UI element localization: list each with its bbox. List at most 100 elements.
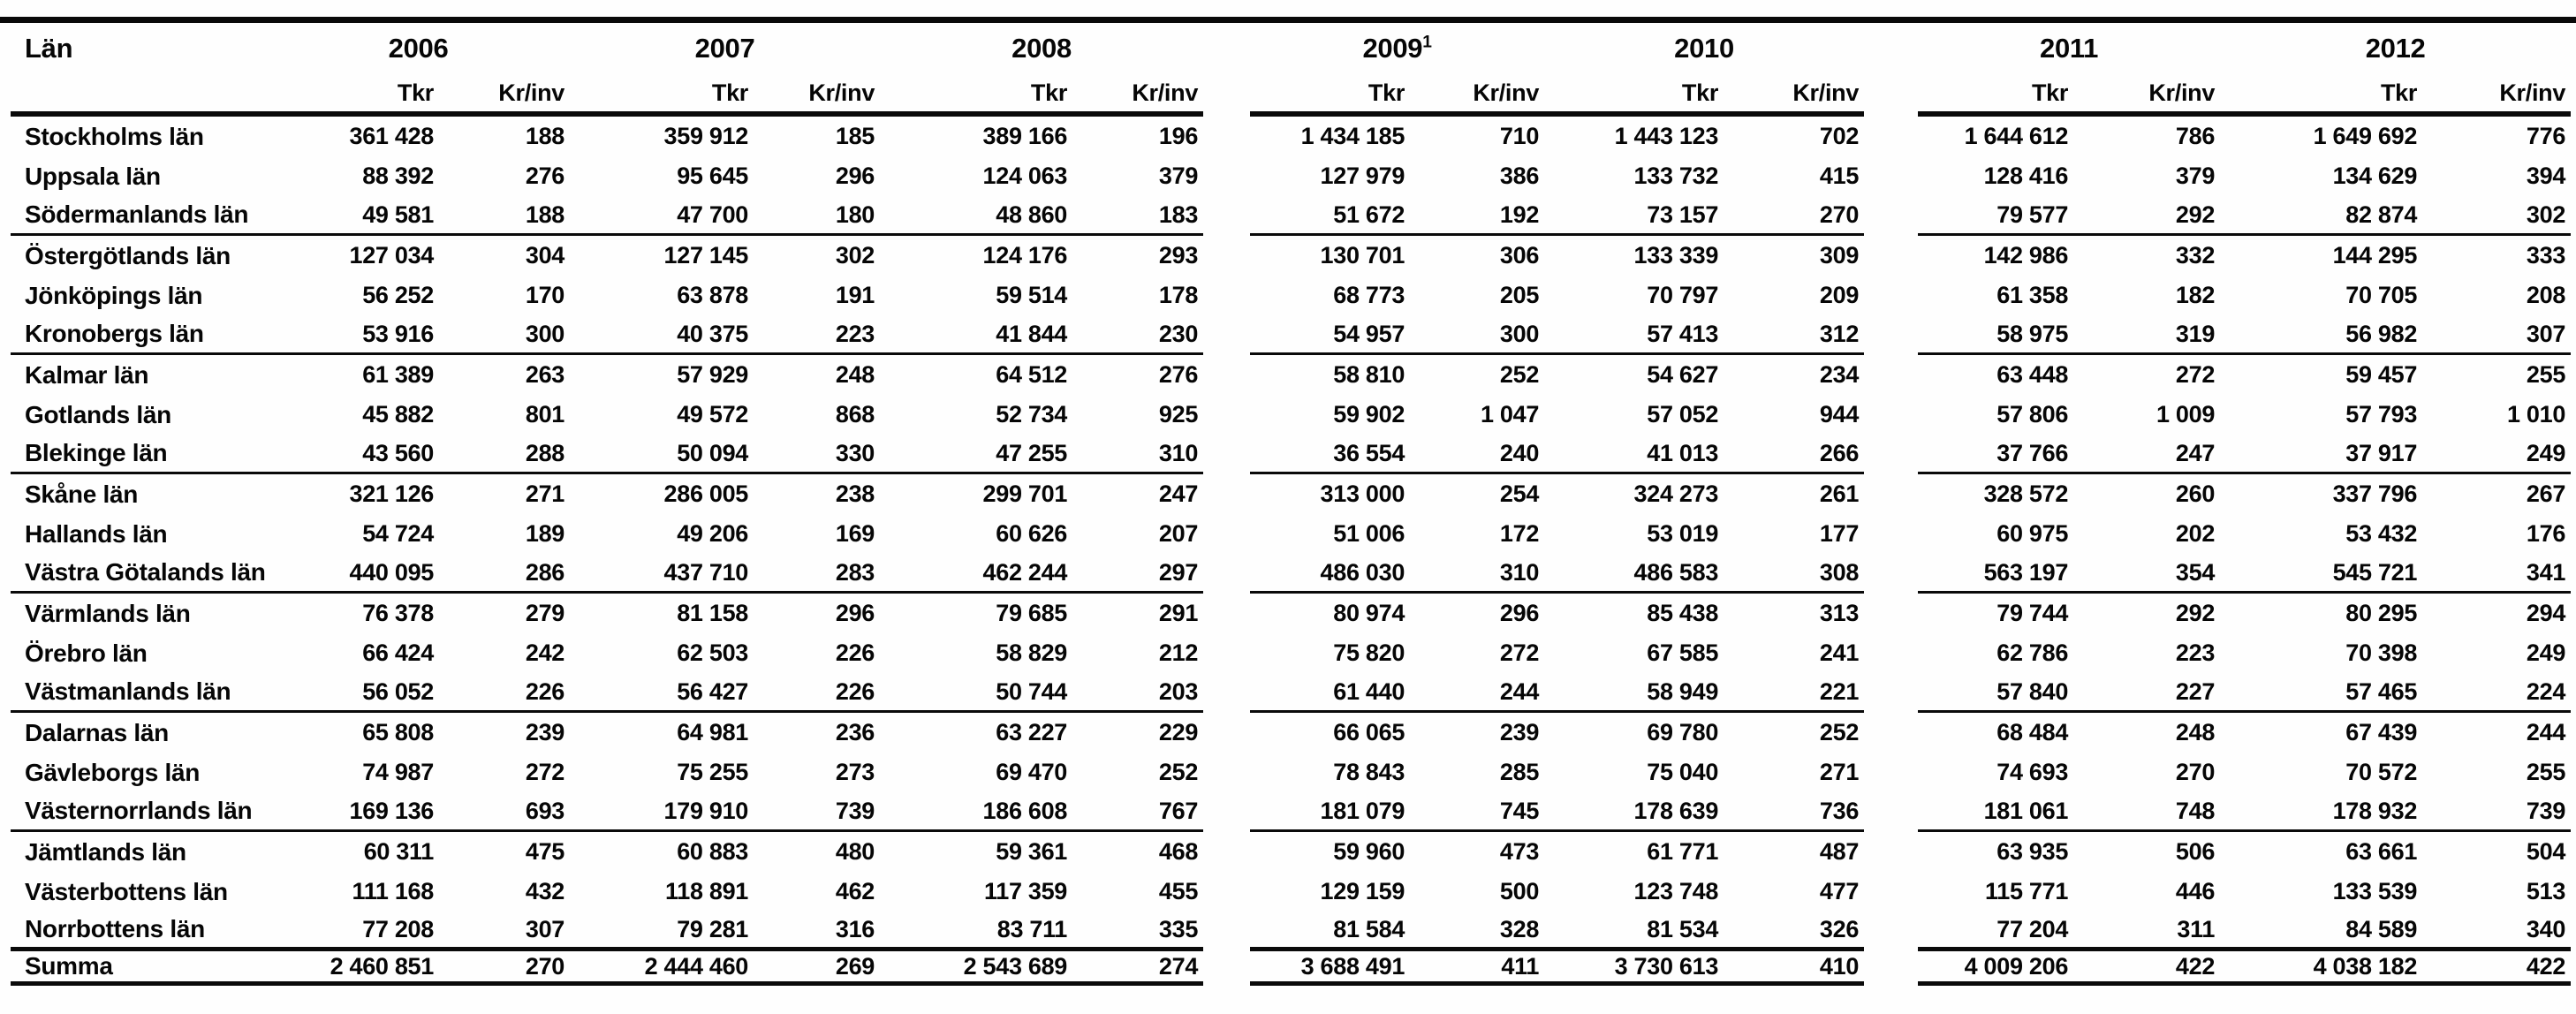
value-cell: 247	[2073, 435, 2221, 474]
table-header: Län 2006 2007 2008 Tkr Kr/inv Tkr Kr/inv…	[11, 23, 1204, 117]
value-cell: 56 427	[570, 673, 754, 713]
summary-value-cell: 3 730 613	[1544, 949, 1724, 986]
table-row: 1 644 612 786 1 649 692 776	[1918, 114, 2571, 156]
year-header-2009: 20091	[1250, 23, 1544, 74]
value-cell: 48 860	[880, 196, 1073, 236]
value-cell: 702	[1819, 123, 1860, 149]
year-superscript: 1	[1422, 33, 1432, 52]
subheader-spacer	[11, 74, 267, 117]
table-body: Stockholms län 361 428 188 359 912 185 389 16…	[11, 114, 1204, 951]
value-cell: 311	[2073, 912, 2221, 951]
summary-value-cell: 270	[439, 949, 571, 986]
panel-2009-2010: 20091 2010 Tkr Kr/inv Tkr Kr/inv 1 434 1…	[1250, 23, 1865, 986]
value-cell: 67 439	[2345, 719, 2418, 745]
table-row: Skåne län 321 126 271 286 005 238 299 701 247	[11, 473, 1203, 515]
column-header-tkr: Tkr	[880, 74, 1073, 117]
value-cell: 178	[1158, 282, 1199, 308]
value-cell: 144 295	[2332, 242, 2418, 269]
county-name: Kronobergs län	[11, 315, 267, 355]
value-cell: 64 512	[996, 361, 1068, 388]
value-cell: 45 882	[362, 401, 434, 428]
summary-value-cell: 422	[2073, 949, 2221, 986]
table-row: 328 572 260 337 796 267	[1918, 473, 2571, 515]
regional-cost-table: Län 2006 2007 2008 Tkr Kr/inv Tkr Kr/inv…	[0, 17, 2576, 986]
panel-2011-2012: 2011 2012 Tkr Kr/inv Tkr Kr/inv 1 644 61…	[1918, 23, 2572, 986]
value-cell: 736	[1724, 792, 1865, 832]
table-row: 181 079 745 178 639 736	[1250, 792, 1865, 832]
value-cell: 292	[2175, 600, 2216, 626]
county-name: Jönköpings län	[25, 281, 203, 309]
value-cell: 41 013	[1544, 435, 1724, 474]
value-cell: 394	[2526, 163, 2566, 189]
value-cell: 302	[835, 242, 875, 269]
value-cell: 63 227	[996, 719, 1068, 745]
table-row: 128 416 379 134 629 394	[1918, 156, 2571, 196]
table-row: Dalarnas län 65 808 239 64 981 236 63 227 229	[11, 712, 1203, 753]
value-cell: 128 416	[1983, 163, 2069, 189]
value-cell: 249	[2422, 435, 2572, 474]
county-name: Uppsala län	[25, 162, 161, 190]
value-cell: 304	[525, 242, 565, 269]
value-cell: 208	[2526, 282, 2566, 308]
value-cell: 178 932	[2220, 792, 2423, 832]
value-cell: 37 766	[1918, 435, 2074, 474]
value-cell: 58 949	[1544, 673, 1724, 713]
value-cell: 340	[2422, 912, 2572, 951]
county-name: Norrbottens län	[11, 912, 267, 951]
value-cell: 925	[1158, 401, 1199, 428]
value-cell: 307	[439, 912, 571, 951]
table-footer: Summa 2 460 851 270 2 444 460 269 2 543 689 27…	[11, 949, 1204, 986]
value-cell: 70 705	[2345, 282, 2418, 308]
value-cell: 51 006	[1333, 520, 1405, 547]
value-cell: 432	[525, 878, 565, 904]
value-cell: 563 197	[1918, 554, 2074, 594]
value-cell: 283	[754, 554, 881, 594]
value-cell: 462 244	[880, 554, 1073, 594]
panel-2006-2008: Län 2006 2007 2008 Tkr Kr/inv Tkr Kr/inv…	[11, 23, 1204, 986]
value-cell: 76 378	[362, 600, 434, 626]
value-cell: 170	[525, 282, 565, 308]
value-cell: 37 917	[2220, 435, 2423, 474]
value-cell: 300	[1410, 315, 1545, 355]
county-name: Kalmar län	[25, 360, 149, 389]
value-cell: 221	[1724, 673, 1865, 713]
summary-value-cell: 2 543 689	[880, 949, 1073, 986]
value-cell: 69 780	[1647, 719, 1719, 745]
value-cell: 386	[1499, 163, 1540, 189]
value-cell: 293	[1158, 242, 1199, 269]
value-cell: 57 840	[1918, 673, 2074, 713]
value-cell: 54 724	[362, 520, 434, 547]
value-cell: 255	[2526, 361, 2566, 388]
value-cell: 513	[2526, 878, 2566, 904]
value-cell: 801	[525, 401, 565, 428]
value-cell: 739	[2422, 792, 2572, 832]
value-cell: 226	[439, 673, 571, 713]
value-cell: 361 428	[349, 123, 435, 149]
county-name: Västra Götalands län	[11, 554, 267, 594]
table-row: 60 975 202 53 432 176	[1918, 514, 2571, 554]
column-header-tkr: Tkr	[1250, 74, 1411, 117]
value-cell: 81 584	[1250, 912, 1411, 951]
year-label: 2006	[388, 33, 449, 64]
value-cell: 133 539	[2332, 878, 2418, 904]
table-row: 130 701 306 133 339 309	[1250, 235, 1864, 276]
value-cell: 300	[439, 315, 571, 355]
table-row: 58 810 252 54 627 234	[1250, 354, 1864, 396]
value-cell: 57 793	[2345, 401, 2418, 428]
summary-value-cell: 2 444 460	[570, 949, 754, 986]
year-header-row: 20091 2010	[1250, 23, 1864, 74]
subheader-row: Tkr Kr/inv Tkr Kr/inv	[1918, 74, 2572, 117]
value-cell: 176	[2526, 520, 2566, 547]
value-cell: 1 009	[2156, 401, 2216, 428]
table-row: Västmanlands län 56 052 226 56 427 226 50 744…	[11, 673, 1204, 713]
value-cell: 272	[525, 759, 565, 785]
value-cell: 328	[1410, 912, 1545, 951]
value-cell: 486 030	[1250, 554, 1411, 594]
year-header-2007: 2007	[570, 23, 880, 74]
value-cell: 473	[1499, 838, 1540, 865]
value-cell: 62 786	[1996, 639, 2069, 666]
value-cell: 504	[2526, 838, 2566, 865]
value-cell: 117 359	[984, 878, 1068, 904]
column-header-krinv: Kr/inv	[754, 74, 881, 117]
value-cell: 272	[2175, 361, 2216, 388]
